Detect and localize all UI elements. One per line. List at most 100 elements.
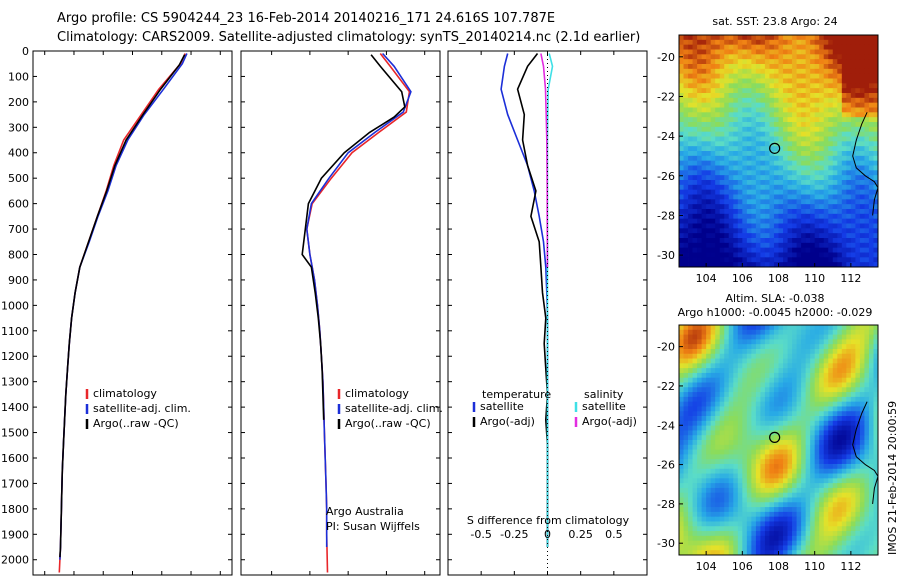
- y-tick-label: 1900: [1, 528, 29, 541]
- x-tick-label: 112: [840, 272, 861, 285]
- x-tick-label: 1: [577, 578, 584, 580]
- x-tick-label: 30: [213, 578, 227, 580]
- x-tick-label: 2: [610, 578, 617, 580]
- series-line-argo: [301, 54, 406, 420]
- x-tick-label: 36: [418, 578, 432, 580]
- y-tick-label: 1100: [1, 325, 29, 338]
- y-tick-label: -24: [657, 130, 675, 143]
- map-grid: [679, 35, 879, 268]
- y-tick-label: 400: [8, 147, 29, 160]
- legend-label: satellite-adj. clim.: [93, 402, 191, 415]
- x-tick-label: 0: [41, 578, 48, 580]
- annotation-line: Argo Australia: [326, 505, 404, 518]
- y-tick-label: 600: [8, 198, 29, 211]
- imos-watermark: IMOS 21-Feb-2014 20:00:59: [886, 401, 899, 555]
- panel-sst_map: 104 106 108 110 112 -20 -22 -24 -26 -28 -30 sat. SS…: [657, 15, 879, 285]
- series-line-satellite: [305, 52, 412, 547]
- y-tick-label: -30: [657, 537, 675, 550]
- y-tick-label: 300: [8, 121, 29, 134]
- x-tick-label: 20: [155, 578, 169, 580]
- argo-location-marker: [769, 431, 781, 443]
- x-tick-label: 35.5: [374, 578, 399, 580]
- x-tick-label-salinity: 0.25: [568, 528, 593, 541]
- legend-label: satellite: [582, 400, 626, 413]
- panel-difference: -2-1012T difference from climatology-0.5…: [447, 50, 648, 580]
- x-tick-label: 35: [341, 578, 355, 580]
- x-tick-label: 5: [70, 578, 77, 580]
- x-tick-label: 110: [804, 560, 825, 573]
- y-tick-label: -22: [657, 90, 675, 103]
- legend-label: Argo(-adj): [582, 415, 637, 428]
- annotation-line: PI: Susan Wijffels: [326, 520, 420, 533]
- legend-label: satellite-adj. clim.: [345, 402, 443, 415]
- y-tick-label: -24: [657, 419, 675, 432]
- y-tick-label: 800: [8, 248, 29, 261]
- x-tick-label: -1: [509, 578, 520, 580]
- y-tick-label: 1500: [1, 427, 29, 440]
- y-tick-label: 1000: [1, 299, 29, 312]
- panel-frame: [240, 50, 441, 576]
- x-tick-label-salinity: 0: [544, 528, 551, 541]
- y-tick-label: -20: [657, 51, 675, 64]
- x-tick-label: 10: [96, 578, 110, 580]
- y-tick-label: -28: [657, 209, 675, 222]
- x-tick-label: 108: [768, 560, 789, 573]
- argo-location-marker: [769, 142, 781, 154]
- x-tick-label-salinity: 0.5: [605, 528, 623, 541]
- panel-salinity: 3434.53535.536salinityclimatologysatelli…: [240, 50, 443, 580]
- y-tick-label: 1400: [1, 401, 29, 414]
- x-tick-label: 110: [804, 272, 825, 285]
- x-tick-label: 106: [732, 560, 753, 573]
- y-tick-label: 100: [8, 70, 29, 83]
- legend-label: climatology: [345, 387, 409, 400]
- y-tick-label: -20: [657, 341, 675, 354]
- y-tick-label: 900: [8, 274, 29, 287]
- panel-frame: [32, 50, 233, 576]
- sst-map-title: sat. SST: 23.8 Argo: 24: [712, 15, 837, 28]
- x-tick-label: 34.5: [298, 578, 323, 580]
- x-tick-label-salinity: -0.5: [470, 528, 491, 541]
- coastline: [852, 112, 879, 216]
- x-tick-label: 108: [768, 272, 789, 285]
- y-tick-label: -26: [657, 459, 675, 472]
- x-tick-label: 104: [696, 560, 717, 573]
- y-tick-label: 200: [8, 96, 29, 109]
- y-tick-label: 1800: [1, 503, 29, 516]
- x-tick-label: 104: [696, 272, 717, 285]
- legend-label: satellite: [480, 400, 524, 413]
- y-tick-label: -26: [657, 170, 675, 183]
- x-tick-label: 0: [544, 578, 551, 580]
- y-tick-label: 1600: [1, 452, 29, 465]
- figure-title-line2: Climatology: CARS2009. Satellite-adjuste…: [57, 30, 640, 45]
- legend-label: Argo(..raw -QC): [345, 417, 431, 430]
- y-tick-label: 1300: [1, 376, 29, 389]
- y-tick-label: 1700: [1, 477, 29, 490]
- legend-label: Argo(-adj): [480, 415, 535, 428]
- x-tick-label: 112: [840, 560, 861, 573]
- x-tick-label: -2: [476, 578, 487, 580]
- y-tick-label: -28: [657, 498, 675, 511]
- y-tick-label: 0: [22, 45, 29, 58]
- x-tick-label: 106: [732, 272, 753, 285]
- y-tick-label: -22: [657, 380, 675, 393]
- x-tick-label: 34: [265, 578, 279, 580]
- coastline: [852, 401, 879, 504]
- y-tick-label: -30: [657, 249, 675, 262]
- sla-map-subtitle: Argo h1000: -0.0045 h2000: -0.029: [678, 306, 873, 319]
- series-line-argo_salinity: [540, 53, 549, 268]
- series-line-argo: [59, 54, 186, 558]
- legend-label: Argo(..raw -QC): [93, 417, 179, 430]
- legend-label: climatology: [93, 387, 157, 400]
- legend-title: salinity: [584, 388, 624, 401]
- y-tick-label: 1200: [1, 350, 29, 363]
- map-grid: [679, 325, 879, 556]
- x-tick-label: 15: [126, 578, 140, 580]
- y-tick-label: 700: [8, 223, 29, 236]
- x-axis-label-salinity: S difference from climatology: [467, 514, 630, 527]
- panel-temperature: 0100200300400500600700800900100011001200…: [1, 45, 233, 580]
- x-tick-label-salinity: -0.25: [500, 528, 528, 541]
- x-tick-label: 25: [184, 578, 198, 580]
- panel-sla_map: 104 106 108 110 112 -20 -22 -24 -26 -28 -30 Altim. …: [657, 292, 879, 573]
- y-tick-label: 500: [8, 172, 29, 185]
